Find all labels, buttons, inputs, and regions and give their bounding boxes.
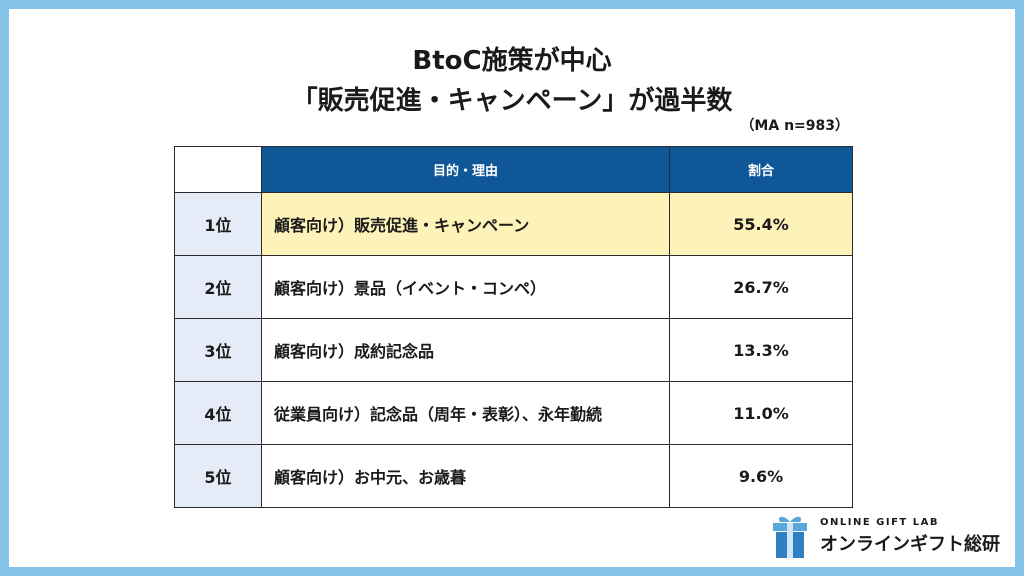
gift-box-icon xyxy=(773,516,807,558)
rank-cell: 3位 xyxy=(174,318,262,382)
title-line-1: BtoC施策が中心 xyxy=(412,46,612,76)
logo-japanese-text: オンラインギフト総研 xyxy=(820,533,1000,555)
table-row: 5位 顧客向け）お中元、お歳暮 9.6% xyxy=(174,444,853,508)
item-cell: 顧客向け）お中元、お歳暮 xyxy=(261,444,670,508)
sample-note: （MA n=983） xyxy=(740,118,849,134)
logo-english-text: ONLINE GIFT LAB xyxy=(820,516,939,528)
header-blank-cell xyxy=(174,146,262,193)
item-cell: 顧客向け）景品（イベント・コンペ） xyxy=(261,255,670,319)
table-row: 2位 顧客向け）景品（イベント・コンペ） 26.7% xyxy=(174,255,853,319)
value-cell: 11.0% xyxy=(669,381,853,445)
value-cell: 13.3% xyxy=(669,318,853,382)
rank-cell: 5位 xyxy=(174,444,262,508)
table-row: 3位 顧客向け）成約記念品 13.3% xyxy=(174,318,853,382)
table-row: 1位 顧客向け）販売促進・キャンペーン 55.4% xyxy=(174,192,853,256)
header-purpose: 目的・理由 xyxy=(261,146,670,193)
value-cell: 55.4% xyxy=(669,192,853,256)
table-row: 4位 従業員向け）記念品（周年・表彰）、永年勤続 11.0% xyxy=(174,381,853,445)
item-cell: 顧客向け）成約記念品 xyxy=(261,318,670,382)
title-line-2: 「販売促進・キャンペーン」が過半数 xyxy=(291,86,733,116)
header-ratio: 割合 xyxy=(669,146,853,193)
brand-logo: ONLINE GIFT LAB オンラインギフト総研 xyxy=(770,512,1000,560)
ranking-table: 目的・理由 割合 1位 顧客向け）販売促進・キャンペーン 55.4% 2位 顧客… xyxy=(174,146,853,508)
chart-title: BtoC施策が中心 「販売促進・キャンペーン」が過半数 xyxy=(9,41,1015,121)
rank-cell: 4位 xyxy=(174,381,262,445)
item-cell: 顧客向け）販売促進・キャンペーン xyxy=(261,192,670,256)
value-cell: 9.6% xyxy=(669,444,853,508)
value-cell: 26.7% xyxy=(669,255,853,319)
rank-cell: 1位 xyxy=(174,192,262,256)
rank-cell: 2位 xyxy=(174,255,262,319)
table-header-row: 目的・理由 割合 xyxy=(174,146,853,193)
item-cell: 従業員向け）記念品（周年・表彰）、永年勤続 xyxy=(261,381,670,445)
